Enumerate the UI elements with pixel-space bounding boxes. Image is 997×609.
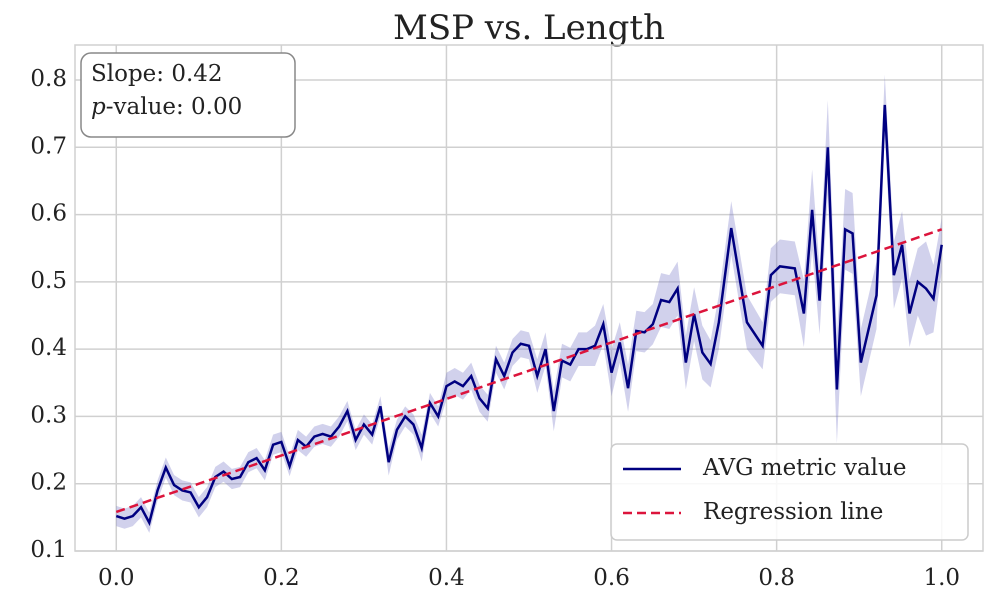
annotation-pvalue: p-value: 0.00 [91,94,242,120]
legend-label: Regression line [703,499,883,525]
x-tick-label: 0.4 [428,565,465,591]
x-tick-label: 0.6 [593,565,630,591]
legend-box [610,443,969,541]
y-tick-label: 0.2 [30,470,67,496]
y-tick-label: 0.8 [30,66,67,92]
data-line [115,104,943,527]
y-tick-label: 0.3 [30,402,67,428]
p-italic: p [91,94,106,120]
y-tick-label: 0.6 [30,201,67,227]
y-tick-label: 0.4 [30,335,67,361]
y-tick-label: 0.5 [30,268,67,294]
annotation-slope: Slope: 0.42 [91,61,223,87]
plot-frame [74,44,984,552]
chart-title: MSP vs. Length [393,8,665,48]
legend-label: AVG metric value [702,455,906,481]
regression-line [115,228,943,514]
x-tick-label: 0.8 [758,565,795,591]
y-tick-label: 0.1 [30,537,67,563]
y-tick-label: 0.7 [30,133,67,159]
x-tick-label: 1.0 [923,565,960,591]
p-rest: -value: 0.00 [106,94,243,120]
annotation-box [80,52,296,138]
x-tick-label: 0.0 [98,565,135,591]
x-tick-label: 0.2 [263,565,300,591]
